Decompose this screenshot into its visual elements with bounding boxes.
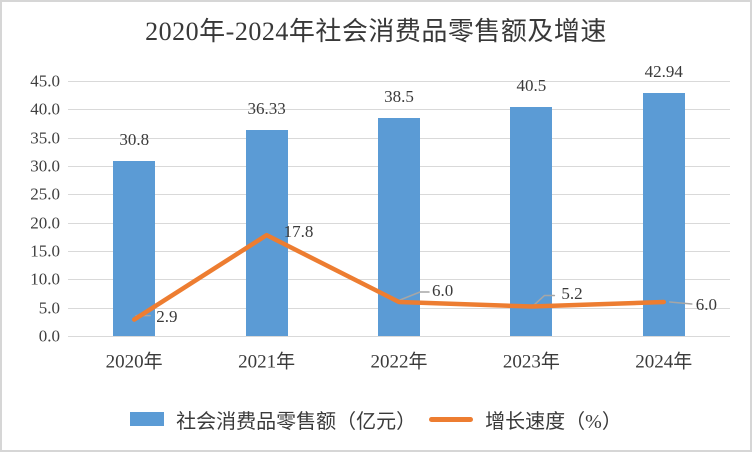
y-axis-tick-label: 45.0 (30, 71, 60, 91)
line-value-label: 5.2 (561, 283, 583, 303)
bar-2024年[interactable] (642, 92, 685, 336)
y-axis-tick-label: 30.0 (30, 156, 60, 176)
bar-2023年[interactable] (510, 106, 553, 336)
bar-value-label: 36.33 (247, 99, 286, 119)
gridline (68, 81, 730, 82)
x-axis-label-2021年: 2021年 (238, 351, 296, 373)
bar-value-label: 40.5 (516, 75, 547, 95)
line-value-label: 6.0 (695, 295, 718, 314)
y-axis-tick-label: 10.0 (30, 269, 60, 289)
x-axis-label-2020年: 2020年 (105, 351, 163, 373)
y-axis-tick-label: 40.0 (30, 99, 60, 119)
leader-line (532, 294, 556, 307)
line-value-label: 2.9 (156, 306, 178, 326)
bar-value-label: 38.5 (384, 86, 414, 106)
y-axis-tick-label: 20.0 (30, 213, 60, 233)
y-axis-tick-label: 25.0 (30, 184, 60, 204)
bar-swatch-icon (130, 412, 165, 426)
bar-2020年[interactable] (113, 161, 156, 336)
y-axis-tick-label: 15.0 (30, 241, 60, 261)
gridline (68, 109, 730, 111)
legend-label-growth: 增长速度（%） (485, 410, 622, 433)
x-axis-label-2022年: 2022年 (370, 351, 428, 373)
legend: 社会消费品零售额（亿元） 增长速度（%） (2, 402, 750, 436)
leader-line (669, 301, 693, 305)
leader-line (399, 291, 430, 301)
bar-value-label: 42.94 (644, 61, 683, 81)
growth-rate-line[interactable] (131, 232, 667, 322)
line-value-label: 17.8 (283, 222, 314, 242)
x-axis-label-2023年: 2023年 (502, 351, 560, 373)
line-swatch-icon (429, 416, 474, 422)
gridline (68, 336, 730, 337)
legend-label-retail: 社会消费品零售额（亿元） (176, 410, 417, 433)
bar-value-label: 30.8 (119, 130, 150, 150)
y-axis-tick-label: 35.0 (30, 128, 60, 148)
y-axis-tick-label: 5.0 (38, 298, 60, 318)
line-value-label: 6.0 (432, 281, 454, 300)
chart-title: 2020年-2024年社会消费品零售额及增速 (145, 17, 607, 46)
legend-item-growth[interactable]: 增长速度（%） (429, 405, 622, 434)
y-axis-tick-label: 0.0 (38, 326, 60, 346)
legend-item-retail[interactable]: 社会消费品零售额（亿元） (130, 405, 416, 434)
x-axis-label-2024年: 2024年 (635, 351, 693, 373)
